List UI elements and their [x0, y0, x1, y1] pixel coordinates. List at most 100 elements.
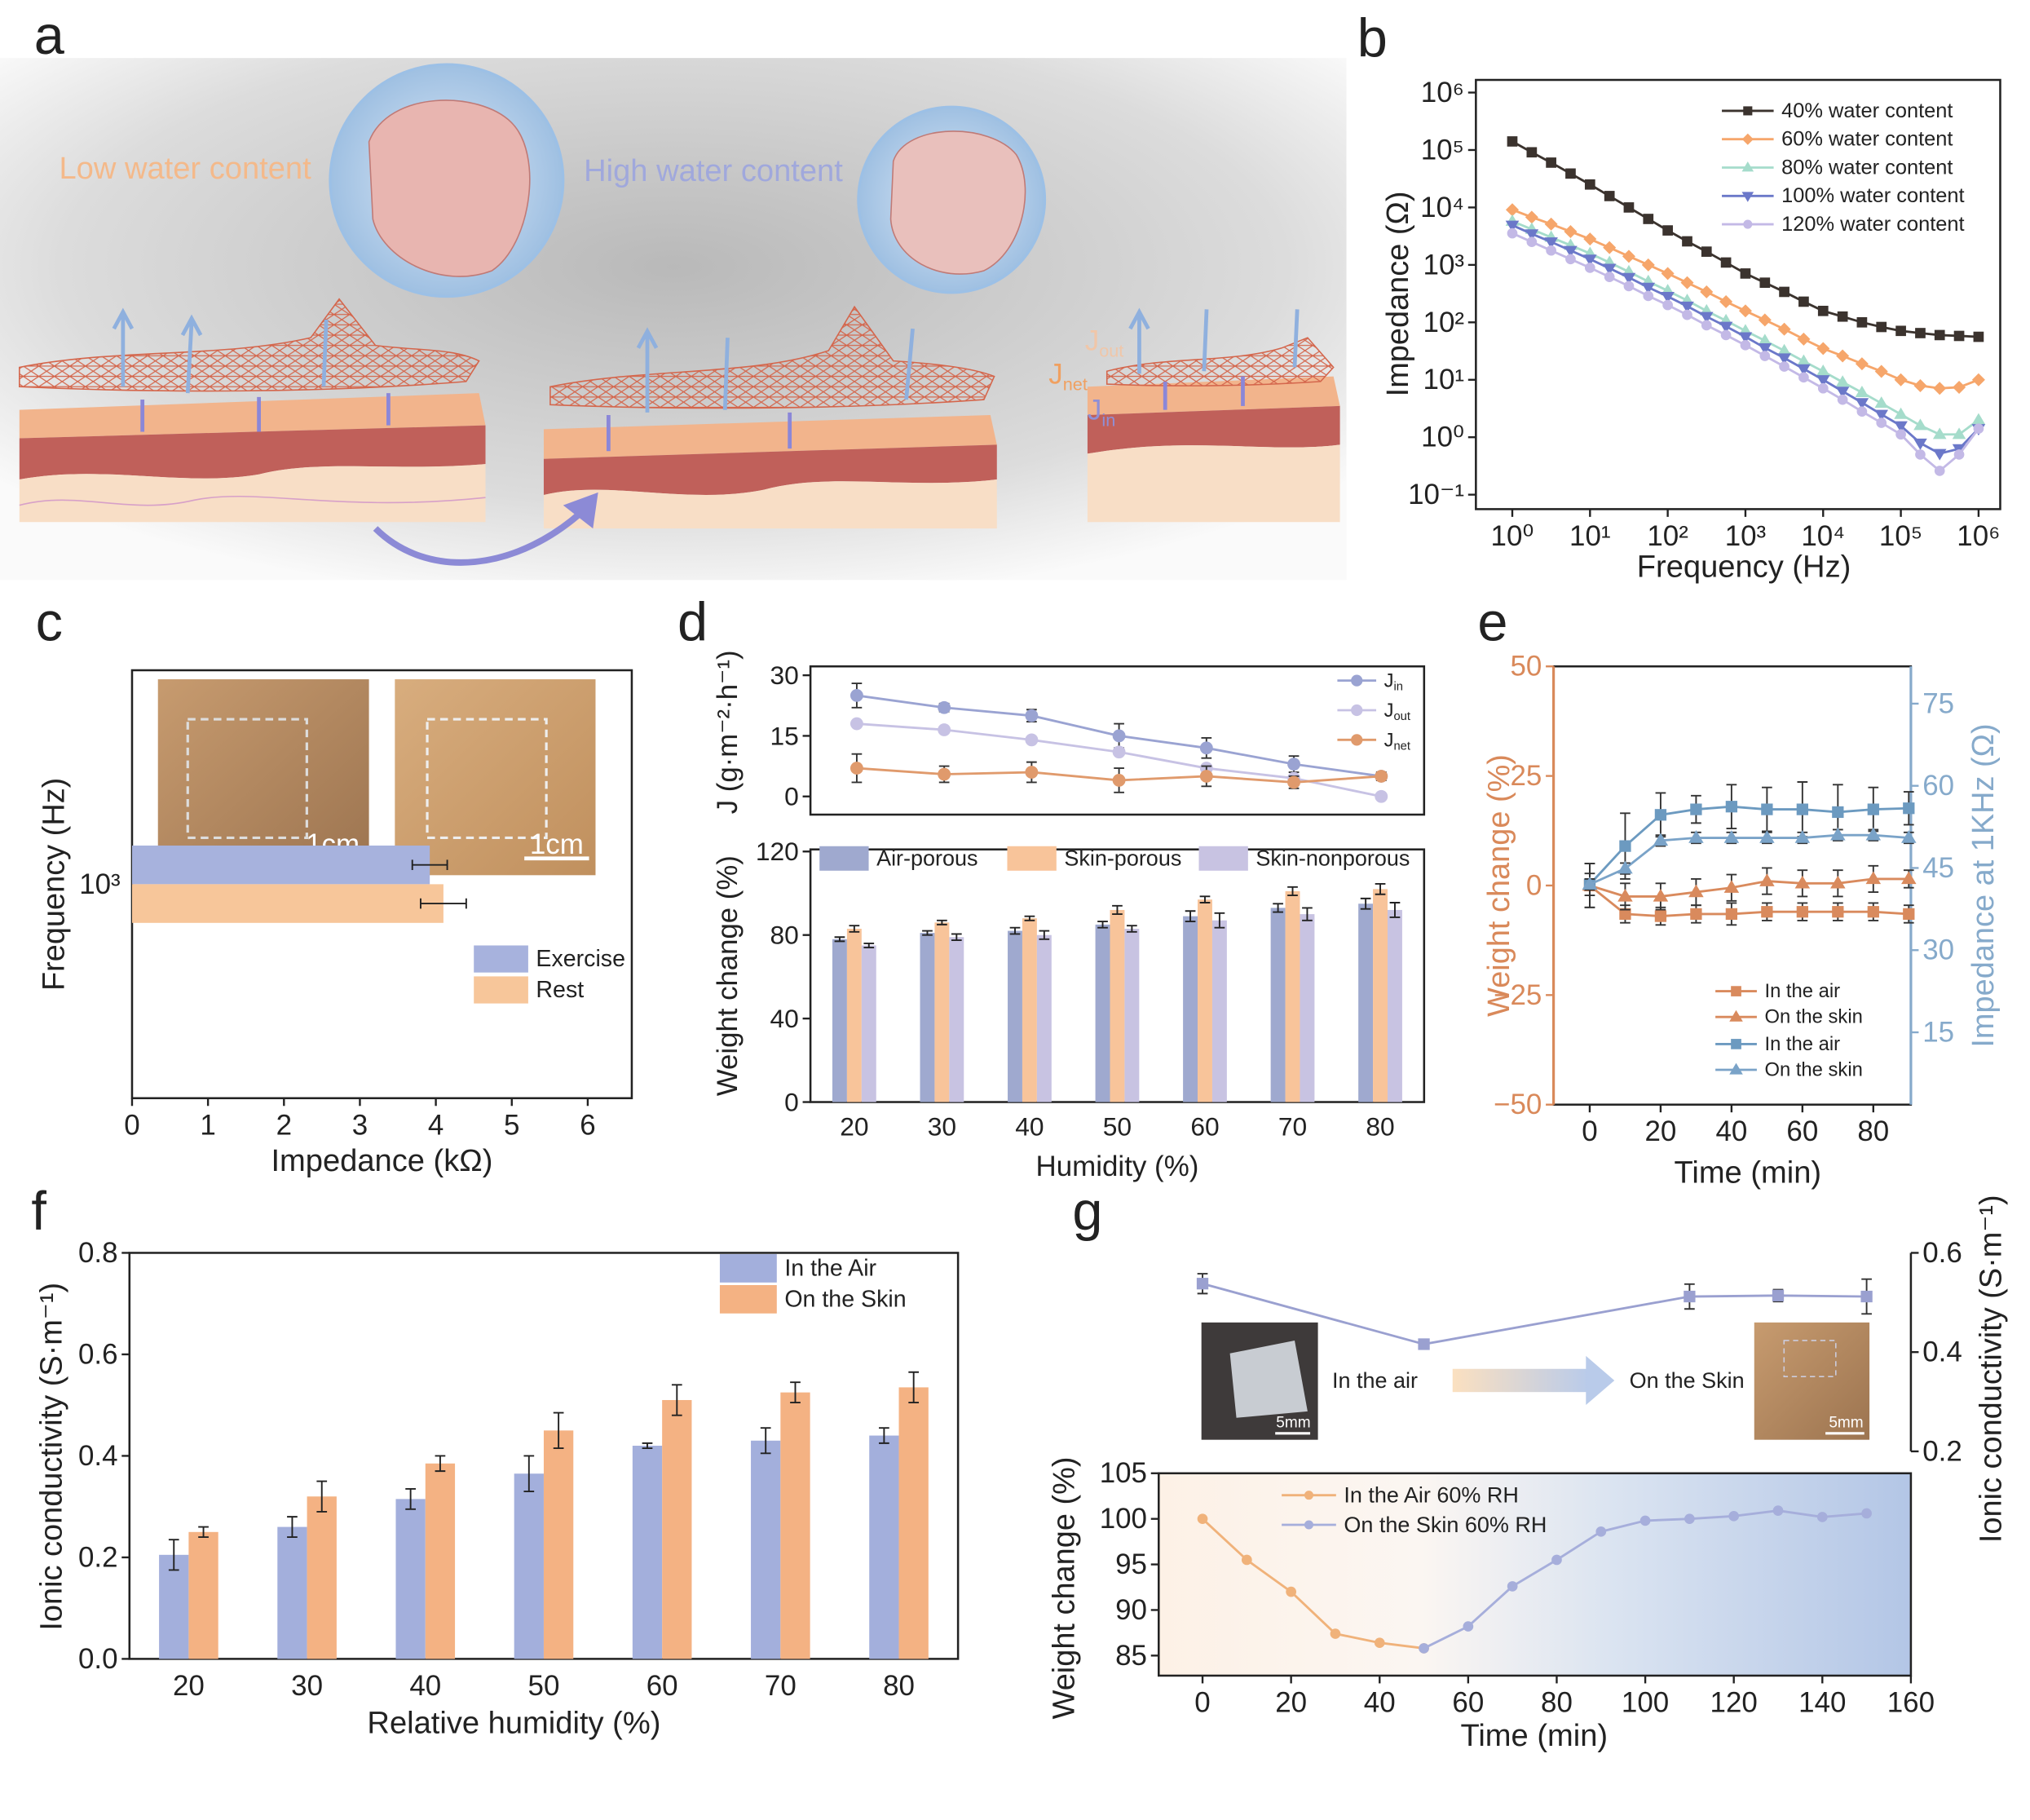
- marker: [1025, 733, 1039, 747]
- marker: [1903, 802, 1915, 815]
- marker: [1112, 745, 1126, 759]
- flux-label: Jout: [1085, 325, 1124, 360]
- marker: [1761, 803, 1773, 815]
- y-tick-label: 30: [770, 660, 798, 690]
- error-bar: [420, 898, 467, 909]
- marker: [1865, 827, 1882, 841]
- marker: [938, 723, 951, 736]
- marker: [1836, 349, 1850, 363]
- x-tick-label: 0: [124, 1109, 139, 1141]
- marker: [1816, 342, 1830, 356]
- y-tick-label: 95: [1115, 1548, 1147, 1580]
- series-line: [1589, 877, 1909, 898]
- x-tick-label: 50: [1103, 1112, 1132, 1142]
- annotation: 1cm: [530, 828, 584, 860]
- y-tick-label: 0: [1526, 870, 1542, 902]
- arrow-head: [1586, 1355, 1615, 1406]
- marker: [1653, 833, 1669, 846]
- x-tick-label: 6: [580, 1109, 595, 1141]
- marker: [1915, 449, 1926, 460]
- symbol: J: [1384, 669, 1394, 691]
- y-tick-label: 15: [770, 721, 798, 750]
- marker: [1583, 232, 1597, 246]
- marker: [1725, 801, 1738, 813]
- y-tick-label: 0.2: [78, 1541, 118, 1573]
- marker: [1816, 375, 1830, 387]
- bar: [543, 1430, 574, 1659]
- marker: [1700, 285, 1714, 298]
- marker: [1544, 217, 1558, 231]
- x-axis-title: Relative humidity (%): [367, 1706, 660, 1740]
- marker: [1759, 830, 1775, 843]
- legend-label: On the Skin 60% RH: [1344, 1513, 1547, 1537]
- x-tick-label: 40: [1015, 1112, 1044, 1142]
- y-tick-label: 10⁻¹: [1408, 479, 1464, 510]
- bar: [1022, 918, 1037, 1102]
- legend-marker: [1351, 734, 1363, 746]
- error-bar: [1039, 930, 1050, 940]
- error-bar: [316, 1480, 328, 1513]
- legend-marker: [1351, 674, 1363, 687]
- marker: [1837, 394, 1848, 405]
- y-tick-label: 10³: [1423, 249, 1464, 281]
- legend-label: In the air: [1764, 980, 1840, 1002]
- marker: [1641, 282, 1656, 294]
- marker: [1777, 353, 1791, 365]
- marker: [1772, 1505, 1784, 1516]
- marker: [1199, 741, 1213, 755]
- error-bar: [642, 1442, 653, 1450]
- marker: [1617, 889, 1633, 902]
- marker: [1901, 871, 1917, 885]
- marker: [1971, 373, 1985, 387]
- x-tick-label: 10⁶: [1957, 520, 2000, 552]
- state-label: Low water content: [59, 152, 311, 186]
- bar: [920, 933, 935, 1102]
- bar: [307, 1496, 337, 1659]
- x-tick-label: 20: [840, 1112, 868, 1142]
- marker: [1932, 427, 1947, 440]
- marker: [1798, 372, 1809, 383]
- marker: [1855, 357, 1869, 371]
- bar: [1285, 890, 1300, 1102]
- y-tick-label: 85: [1115, 1640, 1147, 1672]
- x-tick-label: 30: [928, 1112, 956, 1142]
- marker: [1759, 277, 1771, 289]
- x-tick-label: 20: [1275, 1687, 1307, 1719]
- hydrogel: [368, 99, 531, 277]
- symbol: J: [1048, 358, 1062, 390]
- dashed-box: [186, 718, 308, 840]
- x-tick-label: 20: [173, 1670, 205, 1702]
- dashed-box: [426, 718, 548, 840]
- annotation: 5mm: [1829, 1415, 1863, 1432]
- x-axis-title: Frequency (Hz): [1637, 550, 1851, 585]
- legend-label: 80% water content: [1781, 157, 1953, 179]
- marker: [1641, 258, 1655, 272]
- flux-arrows-in: [140, 376, 1245, 452]
- y-tick-label: 10³: [79, 868, 120, 900]
- marker: [1643, 214, 1654, 224]
- x-tick-label: 10³: [1725, 520, 1766, 552]
- legend-label: Jnet: [1384, 729, 1410, 753]
- y2-tick-label: 30: [1922, 934, 1954, 966]
- marker: [1688, 830, 1704, 843]
- marker: [1740, 268, 1751, 279]
- marker: [1662, 225, 1673, 236]
- marker: [1546, 245, 1556, 256]
- legend-label: 120% water content: [1781, 213, 1965, 236]
- legend-label: Exercise: [536, 946, 625, 972]
- marker: [1758, 313, 1772, 327]
- marker: [1725, 908, 1738, 921]
- y2-tick-label: 0.2: [1922, 1435, 1962, 1467]
- marker: [1701, 320, 1712, 331]
- transition-arrow: [1452, 1368, 1589, 1393]
- marker: [1855, 398, 1869, 410]
- marker: [938, 767, 951, 781]
- series-line: [1588, 805, 1909, 886]
- bar: [131, 845, 430, 885]
- legend-swatch: [1198, 846, 1248, 871]
- y-axis-title: Frequency (Hz): [38, 778, 72, 991]
- y2-tick-label: 75: [1922, 687, 1954, 719]
- legend-swatch: [719, 1254, 777, 1283]
- marker: [1830, 827, 1846, 841]
- marker: [1584, 263, 1595, 273]
